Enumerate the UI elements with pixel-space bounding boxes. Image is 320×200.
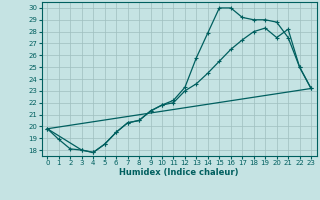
X-axis label: Humidex (Indice chaleur): Humidex (Indice chaleur) [119, 168, 239, 177]
